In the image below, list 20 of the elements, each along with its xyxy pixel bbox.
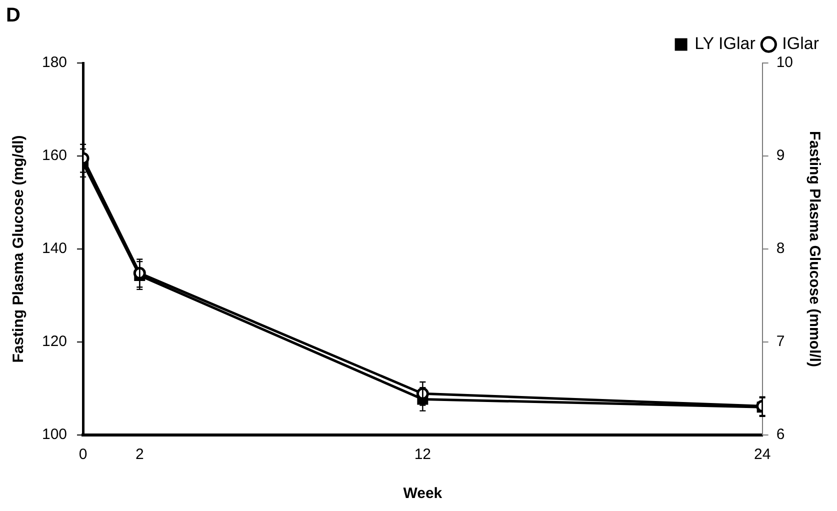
y2-tick-label: 8 <box>776 240 785 258</box>
y2-tick-label: 7 <box>776 333 785 350</box>
chart-title: D <box>6 4 20 27</box>
y-tick-label: 140 <box>42 240 68 258</box>
x-tick-label: 12 <box>414 446 432 464</box>
x-tick-label: 24 <box>754 446 771 464</box>
y2-tick-label: 6 <box>776 426 785 444</box>
y-tick-label: 100 <box>42 426 68 444</box>
y-tick-label: 180 <box>42 54 68 72</box>
x-axis-title: Week <box>403 485 443 502</box>
x-tick-label: 2 <box>135 446 144 464</box>
legend-label: LY IGlar <box>694 34 756 54</box>
legend-label: IGlar <box>782 34 820 54</box>
y-axis-title: Fasting Plasma Glucose (mg/dl) <box>10 135 28 363</box>
y2-axis-title: Fasting Plasma Glucose (mmol/l) <box>806 131 823 367</box>
y2-tick-label: 10 <box>776 54 794 72</box>
y-tick-label: 160 <box>42 147 68 164</box>
x-tick-label: 0 <box>78 446 88 464</box>
y-tick-label: 120 <box>42 333 68 350</box>
y2-tick-label: 9 <box>776 147 785 164</box>
